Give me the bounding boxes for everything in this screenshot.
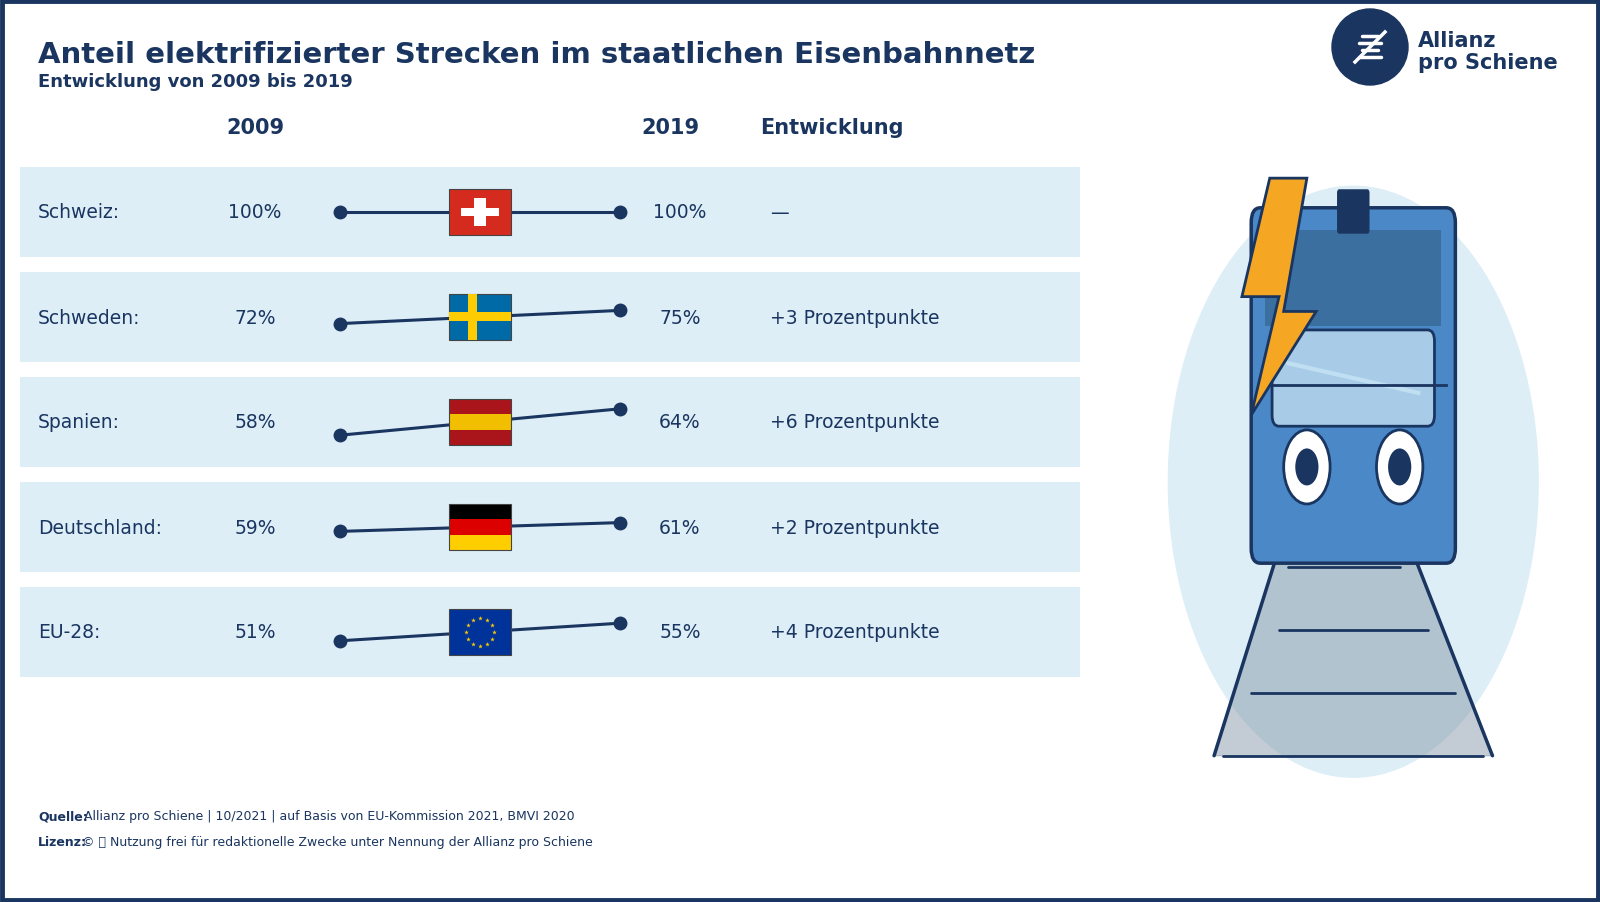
Text: 64%: 64% [659, 413, 701, 432]
Bar [19, 483, 1080, 573]
Text: 58%: 58% [234, 413, 275, 432]
Text: Quelle:: Quelle: [38, 810, 88, 823]
Text: Allianz pro Schiene | 10/2021 | auf Basis von EU-Kommission 2021, BMVI 2020: Allianz pro Schiene | 10/2021 | auf Basi… [80, 810, 574, 823]
Circle shape [1389, 449, 1411, 486]
Bar [19, 168, 1080, 258]
Bar [450, 535, 510, 550]
Text: Schweden:: Schweden: [38, 308, 141, 327]
Text: 55%: 55% [659, 622, 701, 642]
Text: 75%: 75% [659, 308, 701, 327]
FancyBboxPatch shape [1338, 190, 1370, 235]
Bar [450, 504, 510, 520]
Text: 100%: 100% [229, 203, 282, 222]
Text: pro Schiene: pro Schiene [1418, 53, 1558, 73]
Text: 2019: 2019 [642, 118, 699, 138]
Text: Anteil elektrifizierter Strecken im staatlichen Eisenbahnnetz: Anteil elektrifizierter Strecken im staa… [38, 41, 1035, 69]
Bar [475, 198, 485, 227]
Bar [450, 415, 510, 430]
Polygon shape [1242, 179, 1317, 416]
Text: Lizenz:: Lizenz: [38, 835, 86, 849]
Text: Spanien:: Spanien: [38, 413, 120, 432]
Bar [450, 313, 510, 321]
Text: 2009: 2009 [226, 118, 285, 138]
Text: 72%: 72% [234, 308, 275, 327]
Bar [450, 430, 510, 446]
Bar [450, 504, 510, 550]
Text: EU-28:: EU-28: [38, 622, 101, 642]
Text: 100%: 100% [653, 203, 707, 222]
FancyBboxPatch shape [1272, 331, 1435, 427]
Text: Entwicklung von 2009 bis 2019: Entwicklung von 2009 bis 2019 [38, 73, 352, 91]
Bar [450, 295, 510, 341]
Bar [450, 400, 510, 446]
Bar [450, 610, 510, 655]
Text: Schweiz:: Schweiz: [38, 203, 120, 222]
Circle shape [1283, 430, 1330, 504]
Bar [450, 520, 510, 535]
Bar [450, 189, 510, 235]
Text: +2 Prozentpunkte: +2 Prozentpunkte [770, 518, 939, 537]
Polygon shape [1214, 520, 1493, 756]
Text: Allianz: Allianz [1418, 31, 1496, 51]
Text: +3 Prozentpunkte: +3 Prozentpunkte [770, 308, 939, 327]
Text: 59%: 59% [234, 518, 275, 537]
Text: +6 Prozentpunkte: +6 Prozentpunkte [770, 413, 939, 432]
Text: 61%: 61% [659, 518, 701, 537]
Circle shape [1331, 10, 1408, 86]
Ellipse shape [1168, 187, 1539, 778]
Text: Deutschland:: Deutschland: [38, 518, 162, 537]
Bar [450, 400, 510, 415]
Text: 51%: 51% [234, 622, 275, 642]
Text: —: — [770, 203, 789, 222]
Bar [19, 587, 1080, 677]
Text: +4 Prozentpunkte: +4 Prozentpunkte [770, 622, 939, 642]
Bar [461, 208, 499, 216]
Text: Entwicklung: Entwicklung [760, 118, 904, 138]
FancyBboxPatch shape [1251, 208, 1456, 564]
Bar [469, 295, 477, 341]
Text: © ⓘ Nutzung frei für redaktionelle Zwecke unter Nennung der Allianz pro Schiene: © ⓘ Nutzung frei für redaktionelle Zweck… [78, 835, 592, 849]
Circle shape [1296, 449, 1318, 486]
Bar [1266, 231, 1442, 327]
Bar [19, 378, 1080, 467]
Bar [19, 272, 1080, 363]
Circle shape [1376, 430, 1422, 504]
